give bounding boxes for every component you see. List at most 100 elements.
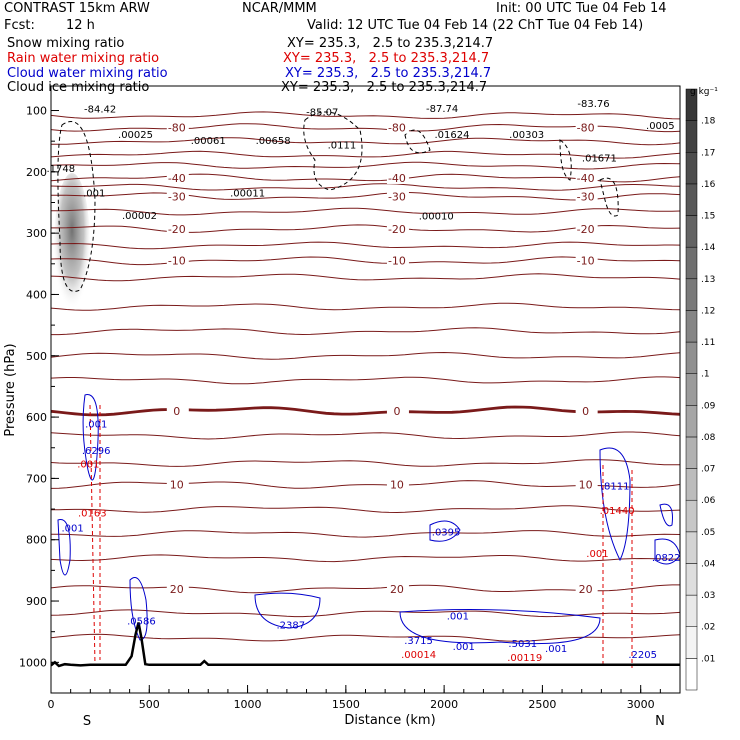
- minimum-label: -85.07: [306, 107, 338, 118]
- y-tick-label: 400: [26, 288, 47, 301]
- colorbar-tick-label: .04: [701, 559, 716, 569]
- colorbar-tick-label: .03: [701, 591, 715, 601]
- rain-label: .001: [77, 459, 99, 470]
- cloud-water-label: .0395: [432, 527, 461, 538]
- contour-label: -80: [577, 122, 595, 135]
- colorbar-segment: [685, 594, 698, 627]
- contour-label-bg: [575, 478, 598, 491]
- colorbar-segment: [685, 88, 698, 121]
- contour-label-bg: [386, 222, 409, 235]
- colorbar-segment: [685, 120, 698, 153]
- temperature-contour: [51, 554, 680, 563]
- contour-label: -40: [577, 172, 595, 185]
- field-name-cloud-ice: Cloud ice mixing ratio: [7, 80, 150, 95]
- rain-label: .0163: [78, 508, 107, 519]
- colorbar-tick-label: .1: [701, 370, 710, 380]
- colorbar-tick-label: .12: [701, 306, 715, 316]
- cloud-water-label: .5031: [508, 639, 537, 650]
- y-tick-label: 300: [26, 227, 47, 240]
- contour-label: 20: [390, 583, 404, 596]
- colorbar-tick-label: .09: [701, 401, 716, 411]
- colorbar-tick-label: .06: [701, 496, 716, 506]
- temperature-contour: [51, 505, 680, 514]
- colorbar-tick-label: .02: [701, 623, 715, 633]
- temperature-contour: [51, 633, 680, 642]
- field-xy-cloud-water: XY= 235.3, 2.5 to 235.3,214.7: [285, 66, 492, 81]
- contour-label-bg: [386, 254, 409, 267]
- terrain-line: [51, 622, 680, 668]
- minimum-label: -84.42: [84, 104, 116, 115]
- contour-label: -30: [168, 190, 186, 203]
- ice-label: .00303: [509, 130, 544, 141]
- x-tick-label: 1000: [234, 698, 262, 711]
- x-tick-label: 0: [48, 698, 55, 711]
- temperature-contour: [51, 111, 680, 120]
- temperature-contour-10: [51, 480, 680, 489]
- field-xy-rain: XY= 235.3, 2.5 to 235.3,214.7: [283, 51, 490, 66]
- temperature-contour-20: [51, 584, 680, 594]
- colorbar-tick-label: .16: [701, 180, 716, 190]
- temperature-contour: [51, 273, 680, 282]
- contour-label-bg: [386, 121, 409, 134]
- model-title: CONTRAST 15km ARW: [4, 1, 150, 16]
- colorbar-tick-label: .07: [701, 465, 715, 475]
- ice-label: .1748: [47, 164, 76, 175]
- ice-label: .00658: [256, 136, 291, 147]
- cloud-water-label: .8111: [601, 481, 630, 492]
- contour-label: 10: [390, 479, 404, 492]
- x-axis-title: Distance (km): [344, 713, 435, 728]
- colorbar-tick-label: .13: [701, 275, 715, 285]
- cloud-water-label: .001: [85, 420, 107, 431]
- cloud-water-label: .3715: [404, 636, 433, 647]
- contour-label: -20: [577, 223, 595, 236]
- colorbar-tick-label: .05: [701, 528, 715, 538]
- colorbar-tick-label: .11: [701, 338, 715, 348]
- rain-label: .00119: [507, 653, 542, 664]
- field-name-cloud-water: Cloud water mixing ratio: [7, 66, 168, 81]
- contour-label-bg: [575, 254, 598, 267]
- cloud-water-label: .0586: [127, 616, 156, 627]
- y-tick-label: 700: [26, 472, 47, 485]
- colorbar-tick-label: .01: [701, 654, 715, 664]
- ice-label: .01671: [582, 153, 617, 164]
- temperature-contour: [51, 431, 680, 440]
- field-name-rain: Rain water mixing ratio: [7, 51, 160, 66]
- contour-label: 10: [170, 479, 184, 492]
- cloud-water-label: .001: [545, 644, 567, 655]
- contour-label: -80: [388, 122, 406, 135]
- cloud-outline: [82, 394, 99, 481]
- temperature-contour: [51, 530, 680, 538]
- temperature-contour--20: [51, 224, 680, 233]
- field-xy-snow: XY= 235.3, 2.5 to 235.3,214.7: [287, 36, 494, 51]
- rain-label: .00014: [401, 650, 436, 661]
- valid-time: Valid: 12 UTC Tue 04 Feb 14 (22 ChT Tue …: [307, 18, 644, 33]
- contour-label-bg: [166, 222, 189, 235]
- ice-label: .00025: [118, 130, 153, 141]
- contour-label: 0: [582, 405, 589, 418]
- contour-label: -30: [577, 190, 595, 203]
- cloud-water-label: .001: [447, 611, 469, 622]
- contour-label: 0: [173, 405, 180, 418]
- contour-label-bg: [575, 171, 598, 184]
- north-label: N: [655, 714, 665, 729]
- cloud-outline: [129, 577, 148, 641]
- ice-label: .01624: [434, 130, 469, 141]
- contour-label: -20: [388, 223, 406, 236]
- contour-label-bg: [575, 121, 598, 134]
- colorbar-unit: g kg⁻¹: [690, 87, 718, 97]
- field-xy-cloud-ice: XY= 235.3, 2.5 to 235.3,214.7: [281, 80, 488, 95]
- ice-label: .0005: [646, 121, 675, 132]
- cloud-outline: [57, 519, 71, 576]
- temperature-contour: [51, 161, 680, 170]
- contour-label: 0: [393, 405, 400, 418]
- contour-label-bg: [166, 190, 189, 203]
- contour-label-bg: [575, 404, 598, 417]
- colorbar-segment: [685, 405, 698, 438]
- cloud-outline: [399, 609, 601, 645]
- colorbar-segment: [685, 278, 698, 311]
- colorbar-tick-label: .18: [701, 117, 716, 127]
- temperature-contour-0: [51, 405, 680, 417]
- colorbar-segment: [685, 341, 698, 374]
- contour-label: -10: [577, 255, 595, 268]
- contour-label-bg: [166, 478, 189, 491]
